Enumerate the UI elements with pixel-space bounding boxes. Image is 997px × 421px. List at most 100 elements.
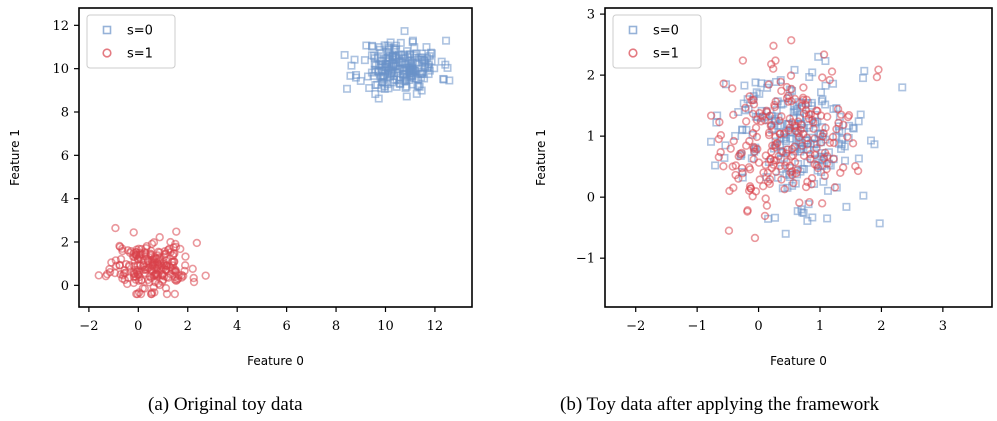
point-s1 xyxy=(728,162,737,171)
point-s1 xyxy=(749,144,758,153)
x-tick-label: 0 xyxy=(134,319,142,334)
scatter-panel-framework: −2 −1 0 1 2 3 −1 0 1 2 3 Feature 0 Feature 1 s=0 s=1 xyxy=(534,7,993,368)
point-s1 xyxy=(118,274,127,283)
point-s1 xyxy=(729,110,738,120)
point-s0 xyxy=(402,92,411,101)
point-s1 xyxy=(745,136,754,146)
point-s1 xyxy=(829,154,838,164)
point-s1 xyxy=(803,140,812,149)
caption-original-toy-data: (a) Original toy data xyxy=(148,394,303,415)
point-s0 xyxy=(442,36,451,45)
point-s0 xyxy=(837,144,846,153)
point-s1 xyxy=(719,79,728,88)
x-axis-label: Feature 0 xyxy=(770,354,827,368)
point-s0 xyxy=(343,84,352,93)
point-s0 xyxy=(821,100,830,109)
point-s1 xyxy=(798,141,807,150)
point-s1 xyxy=(737,148,746,158)
scatter-points xyxy=(94,27,454,299)
point-s1 xyxy=(775,116,784,125)
point-s1 xyxy=(719,162,728,171)
y-tick-label: 10 xyxy=(52,62,69,77)
point-s1 xyxy=(805,197,814,207)
point-s1 xyxy=(129,228,138,237)
point-s0 xyxy=(351,73,360,82)
point-s0 xyxy=(829,104,838,113)
point-s1 xyxy=(770,140,780,150)
point-s0 xyxy=(707,137,716,146)
scatter-panel-original: −2 0 2 4 6 8 10 12 0 2 4 6 8 10 12 Feature 0 Feature 1 s=… xyxy=(8,7,473,368)
y-tick-label: 0 xyxy=(587,191,595,206)
series-s=1 xyxy=(706,36,883,243)
point-s0 xyxy=(360,56,369,65)
point-s1 xyxy=(776,77,785,87)
point-s1 xyxy=(812,144,821,153)
point-s1 xyxy=(146,289,156,299)
point-s1 xyxy=(749,95,758,105)
point-s1 xyxy=(777,147,787,156)
point-s0 xyxy=(399,66,408,75)
point-s1 xyxy=(787,84,796,94)
point-s1 xyxy=(763,177,773,186)
point-s0 xyxy=(370,59,379,68)
point-s1 xyxy=(743,206,752,215)
point-s1 xyxy=(162,272,172,282)
point-s0 xyxy=(738,126,747,135)
point-s0 xyxy=(420,56,429,65)
x-tick-label: 4 xyxy=(233,319,241,334)
point-s1 xyxy=(822,159,832,168)
legend-marker-circle xyxy=(628,48,638,58)
point-s1 xyxy=(192,238,202,248)
point-s1 xyxy=(749,100,759,109)
point-s1 xyxy=(758,181,768,191)
point-s1 xyxy=(843,112,853,122)
point-s1 xyxy=(771,167,781,177)
point-s0 xyxy=(374,94,383,103)
point-s0 xyxy=(738,173,747,182)
point-s1 xyxy=(830,183,840,192)
scatter-points xyxy=(706,36,907,243)
point-s1 xyxy=(748,109,758,119)
point-s0 xyxy=(755,89,764,98)
y-tick-label: 2 xyxy=(61,236,69,251)
point-s1 xyxy=(189,277,199,287)
x-tick-label: −2 xyxy=(626,319,645,334)
point-s1 xyxy=(769,64,778,73)
point-s0 xyxy=(378,71,387,80)
point-s1 xyxy=(783,145,792,154)
point-s1 xyxy=(133,289,142,299)
legend-label: s=1 xyxy=(127,47,153,62)
point-s0 xyxy=(420,74,429,83)
point-s1 xyxy=(118,244,127,253)
point-s0 xyxy=(808,68,817,77)
y-tick-label: 6 xyxy=(61,149,69,164)
point-s1 xyxy=(752,132,762,142)
point-s1 xyxy=(794,128,803,138)
point-s1 xyxy=(817,138,826,147)
point-s0 xyxy=(790,65,799,74)
point-s1 xyxy=(752,115,762,125)
point-s1 xyxy=(125,248,135,257)
point-s0 xyxy=(823,186,832,195)
point-s0 xyxy=(805,123,814,132)
legend: s=0 s=1 xyxy=(86,14,176,69)
y-tick-label: 4 xyxy=(61,192,69,207)
point-s1 xyxy=(775,129,785,138)
point-s1 xyxy=(801,182,811,192)
x-tick-label: 3 xyxy=(939,319,947,334)
point-s1 xyxy=(155,233,164,242)
point-s1 xyxy=(761,194,770,203)
point-s1 xyxy=(169,257,179,266)
legend-box xyxy=(612,14,702,69)
point-s1 xyxy=(827,67,837,76)
legend-box xyxy=(86,14,176,69)
point-s1 xyxy=(834,118,843,127)
point-s1 xyxy=(794,133,804,142)
point-s0 xyxy=(410,43,419,52)
point-s1 xyxy=(170,267,180,276)
point-s1 xyxy=(724,226,734,235)
point-s0 xyxy=(841,156,850,165)
point-s0 xyxy=(422,43,431,52)
point-s1 xyxy=(782,82,792,92)
point-s0 xyxy=(817,88,826,97)
